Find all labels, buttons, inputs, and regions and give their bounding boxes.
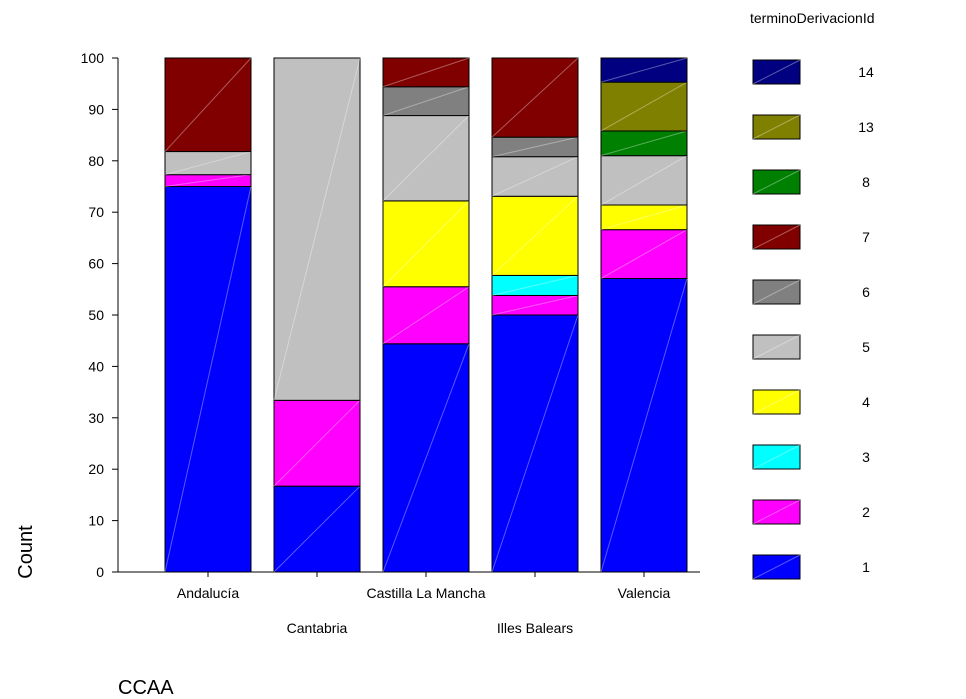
bar-segment-sheen [164,151,252,176]
x-tick-label: Andalucía [177,585,239,601]
bar-segment [600,278,688,573]
bar-segment [273,485,361,573]
legend-swatch-sheen [752,554,801,580]
legend-swatch [752,59,801,85]
x-tick-label: Castilla La Mancha [366,585,485,601]
legend-label: 3 [862,449,870,465]
legend-label: 7 [862,229,870,245]
legend-label: 5 [862,339,870,355]
y-tick-label: 10 [88,513,104,529]
x-axis: Andalucía Cantabria Castilla La Mancha Ille… [118,571,700,636]
y-tick-label: 70 [88,204,104,220]
bar-segment-sheen [491,314,579,573]
bar-segment-sheen [164,186,252,573]
y-axis: 0 10 20 30 40 50 60 70 80 90 100 [81,50,119,580]
legend-label: 4 [862,394,870,410]
bar-segment [491,57,579,138]
legend-label: 13 [858,119,874,135]
legend-swatch [752,169,801,195]
legend-swatch [752,224,801,250]
legend-label: 8 [862,174,870,190]
bar-segment [491,156,579,197]
bar-segment-sheen [600,155,688,206]
legend-label: 14 [858,64,874,80]
legend-label: 2 [862,504,870,520]
legend: 1 2 3 4 5 6 7 8 13 14 [752,59,874,580]
bar-segment-sheen [600,278,688,573]
x-tick-label: Illes Balears [497,620,573,636]
y-tick-label: 0 [96,564,104,580]
bar-segment [382,343,470,573]
y-tick-label: 60 [88,256,104,272]
bar-segment [600,155,688,206]
bar-segment-sheen [491,136,579,158]
y-tick-label: 30 [88,410,104,426]
legend-swatch-sheen [752,59,801,85]
legend-title: terminoDerivacionId [750,10,875,26]
y-axis-label: Count [15,525,37,579]
bar-segment-sheen [491,156,579,197]
bar-segment-sheen [273,485,361,573]
y-tick-label: 100 [81,50,105,66]
bar-segment-sheen [273,57,361,401]
y-tick-label: 50 [88,307,104,323]
legend-label: 1 [862,559,870,575]
legend-swatch [752,279,801,305]
y-tick-label: 20 [88,461,104,477]
bar-segment [382,57,470,88]
legend-label: 6 [862,284,870,300]
bar-segment [600,204,688,231]
bar-segment-sheen [273,399,361,487]
bar-segment-sheen [382,286,470,345]
legend-swatch-sheen [752,169,801,195]
bar-segment [600,229,688,280]
bars [164,57,688,573]
x-tick-label: Valencia [618,585,671,601]
bar-segment-sheen [600,57,688,83]
bar-segment [382,200,470,288]
bar-segment-sheen [600,204,688,231]
bar-segment-sheen [164,174,252,187]
legend-swatch [752,114,801,140]
legend-swatch-sheen [752,334,801,360]
bar-segment-sheen [382,200,470,288]
bar-segment-sheen [382,115,470,202]
legend-swatch-sheen [752,499,801,525]
bar-segment [164,57,252,153]
legend-swatch-sheen [752,279,801,305]
bar-segment-sheen [382,86,470,117]
y-tick-label: 90 [88,101,104,117]
bar-segment [491,195,579,276]
legend-swatch [752,499,801,525]
bar-segment-sheen [491,195,579,276]
legend-swatch-sheen [752,444,801,470]
y-tick-label: 80 [88,153,104,169]
bar-segment-sheen [382,343,470,573]
bar-segment [600,57,688,83]
bar-segment-sheen [600,81,688,132]
legend-swatch-sheen [752,114,801,140]
legend-swatch [752,334,801,360]
bar-segment [491,314,579,573]
bar-segment [273,57,361,401]
bar-segment-sheen [600,130,688,157]
legend-swatch-sheen [752,389,801,415]
y-tick-label: 40 [88,358,104,374]
bar-segment-sheen [164,57,252,152]
bar-segment-sheen [491,57,579,138]
legend-swatch [752,389,801,415]
bar-segment [382,286,470,345]
x-axis-label: CCAA [118,677,174,699]
x-tick-label: Cantabria [287,620,348,636]
bar-segment-sheen [600,229,688,279]
bar-segment-sheen [382,57,470,88]
bar-segment-sheen [491,274,579,296]
legend-swatch-sheen [752,224,801,250]
legend-swatch [752,554,801,580]
bar-segment [273,399,361,487]
bar-segment-sheen [491,294,579,316]
legend-swatch [752,444,801,470]
bar-segment [382,86,470,117]
